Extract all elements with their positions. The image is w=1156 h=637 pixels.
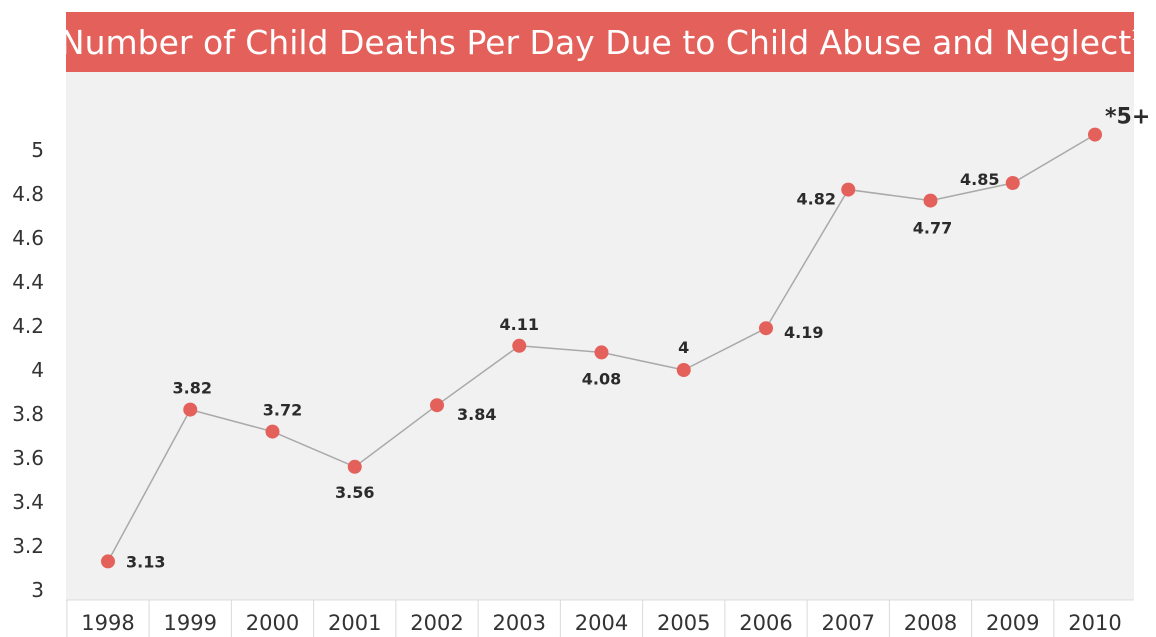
data-label: 4.82 bbox=[797, 190, 836, 209]
data-point bbox=[1005, 176, 1020, 190]
data-label: 4.85 bbox=[960, 170, 999, 189]
y-tick-label: 3 bbox=[31, 578, 44, 602]
y-tick-label: 4.6 bbox=[12, 226, 44, 250]
data-label: 4.77 bbox=[913, 219, 952, 238]
x-tick-label: 2009 bbox=[986, 611, 1039, 635]
data-label: 3.72 bbox=[263, 401, 302, 420]
x-tick-label: 2001 bbox=[328, 611, 381, 635]
data-point bbox=[676, 363, 691, 377]
data-point bbox=[101, 554, 115, 569]
chart-title-text: Number of Child Deaths Per Day Due to Ch… bbox=[60, 23, 1131, 62]
data-markers bbox=[101, 127, 1102, 569]
title-bar bbox=[66, 12, 1134, 72]
data-label: 4.19 bbox=[784, 323, 823, 342]
x-tick-label: 2005 bbox=[657, 611, 710, 635]
x-tick-label: 2002 bbox=[410, 611, 463, 635]
x-tick-label: 1998 bbox=[81, 611, 134, 635]
x-tick-label: 2007 bbox=[822, 611, 875, 635]
data-label: 4 bbox=[678, 338, 689, 357]
y-tick-label: 3.6 bbox=[12, 446, 44, 470]
annotation-label: *5+ bbox=[1105, 105, 1150, 130]
x-tick-label: 2004 bbox=[575, 611, 628, 635]
data-label: 3.84 bbox=[457, 405, 496, 424]
y-tick-label: 5 bbox=[31, 138, 44, 162]
x-axis: 1998 1999 2000 2001 2002 2003 2004 2005 2006 2007… bbox=[66, 599, 1134, 637]
data-point bbox=[183, 402, 198, 417]
data-point bbox=[265, 424, 280, 439]
data-labels: 3.13 3.82 3.72 3.56 3.84 4.11 4.08 4 4.19 4.82 4.7… bbox=[126, 105, 1150, 572]
x-tick-label: 2010 bbox=[1068, 611, 1121, 635]
y-tick-label: 4.4 bbox=[12, 270, 44, 294]
data-point bbox=[430, 398, 444, 413]
data-label: 4.11 bbox=[500, 315, 539, 334]
data-label: 3.56 bbox=[335, 483, 374, 502]
data-point bbox=[594, 345, 609, 360]
data-point bbox=[347, 459, 362, 474]
x-tick-label: 2008 bbox=[904, 611, 957, 635]
x-tick-label: 1999 bbox=[164, 611, 217, 635]
y-tick-label: 4 bbox=[31, 358, 44, 382]
data-label: 4.08 bbox=[582, 369, 621, 388]
x-tick-label: 2003 bbox=[493, 611, 546, 635]
data-point bbox=[512, 338, 527, 353]
data-label: 3.13 bbox=[126, 552, 165, 571]
chart-title: Number of Child Deaths Per Day Due to Ch… bbox=[60, 23, 1140, 62]
x-tick-label: 2006 bbox=[739, 611, 792, 635]
data-point bbox=[841, 182, 856, 197]
y-tick-label: 4.8 bbox=[12, 182, 44, 206]
y-tick-label: 3.4 bbox=[12, 490, 44, 514]
x-tick-label: 2000 bbox=[246, 611, 299, 635]
data-label: 3.82 bbox=[173, 379, 212, 398]
data-point bbox=[1088, 127, 1102, 142]
y-axis: 3 3.2 3.4 3.6 3.8 4 4.2 4.4 4.6 4.8 5 bbox=[12, 138, 44, 602]
chart-title-superscript: 1 bbox=[1131, 28, 1140, 44]
data-point bbox=[759, 321, 773, 336]
data-point bbox=[923, 193, 938, 208]
y-tick-label: 3.8 bbox=[12, 402, 44, 426]
y-tick-label: 4.2 bbox=[12, 314, 44, 338]
y-tick-label: 3.2 bbox=[12, 534, 44, 558]
plot-background bbox=[66, 72, 1134, 600]
